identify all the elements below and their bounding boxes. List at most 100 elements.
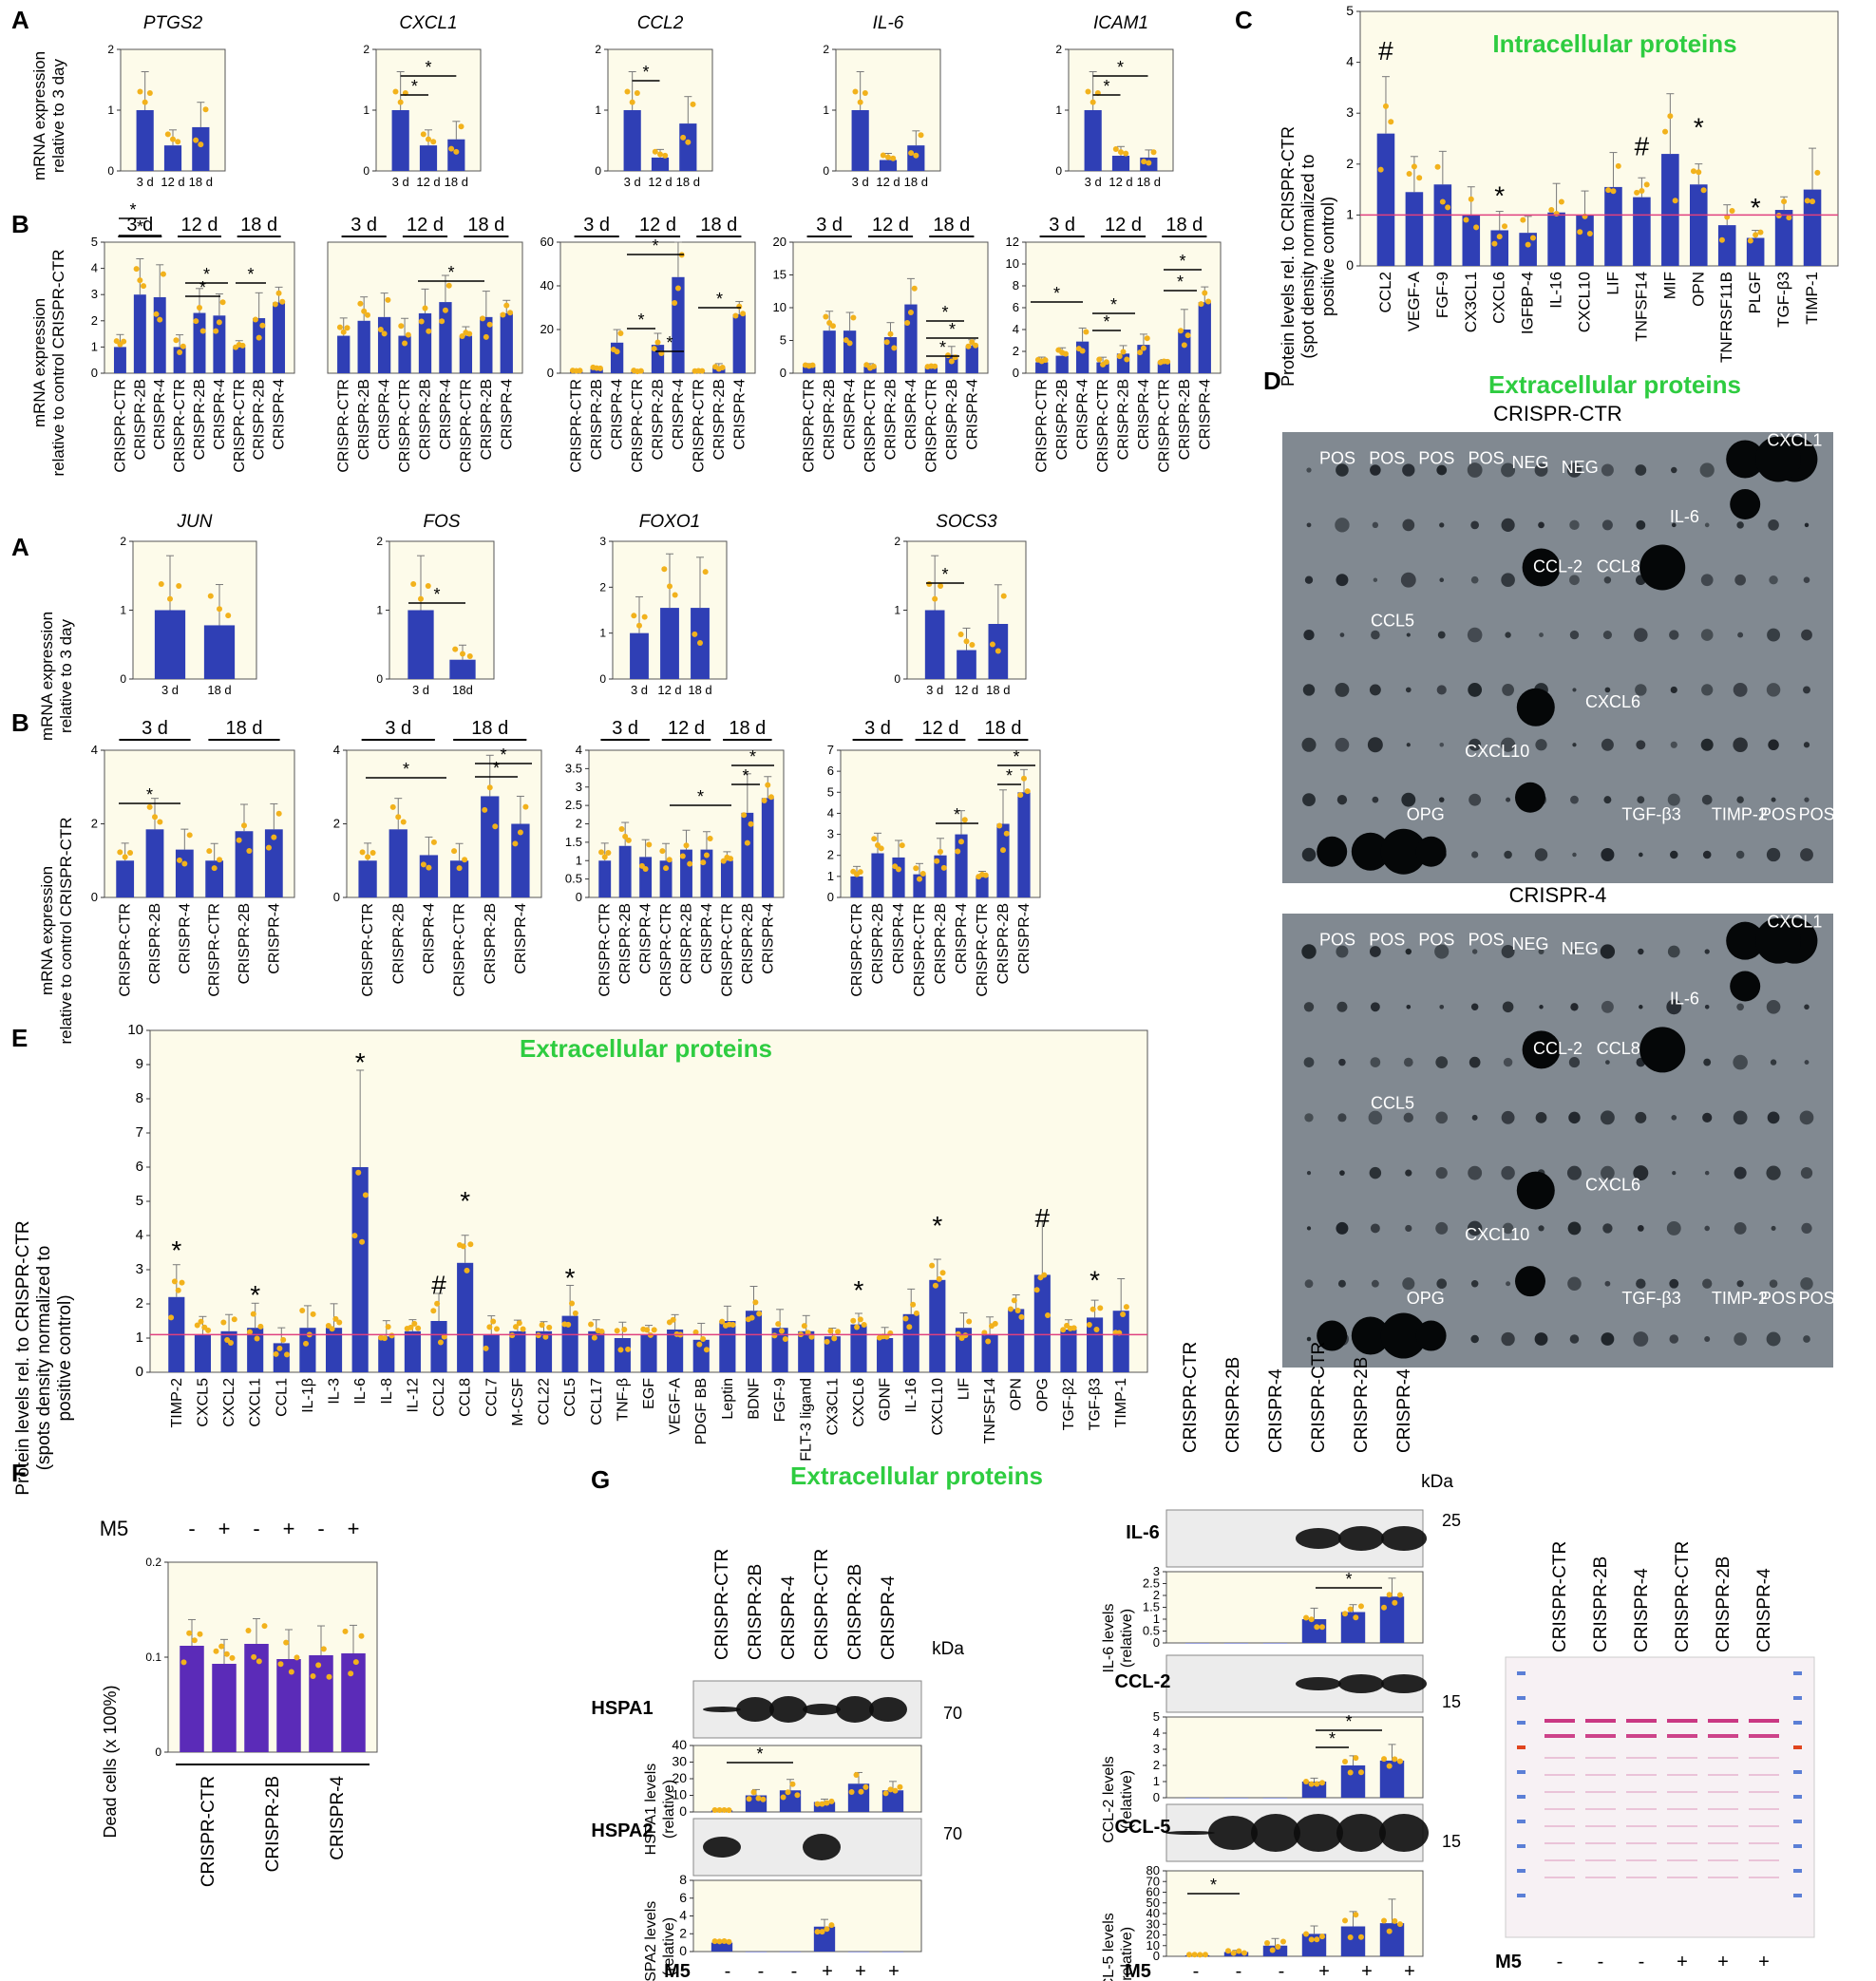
y-tick-label: 1: [136, 1330, 143, 1346]
array-title: CRISPR-4: [1509, 883, 1607, 907]
category-label: CRISPR-CTR: [1034, 379, 1051, 473]
bar: [965, 346, 978, 373]
category-label: 18 d: [189, 175, 213, 189]
data-point: [332, 1315, 339, 1322]
category-label: CRISPR-CTR: [172, 379, 188, 473]
plot-area: [346, 749, 542, 898]
spot: [1769, 1279, 1778, 1288]
spot: [1371, 1279, 1379, 1288]
data-point: [719, 365, 726, 371]
y-tick-label: 80: [1146, 1863, 1160, 1877]
spot: [1701, 794, 1713, 805]
spot: [1636, 1278, 1646, 1289]
data-point: [370, 850, 376, 857]
antibody-arrays: [1282, 432, 1833, 1368]
data-point: [1314, 1624, 1320, 1631]
data-point: [279, 298, 286, 305]
spot: [1471, 851, 1479, 858]
spot: [1339, 632, 1345, 637]
group-label: 3 d: [864, 718, 891, 739]
lane-label: CRISPR-4: [879, 1575, 899, 1660]
category-label: CRISPR-2B: [1177, 379, 1193, 460]
bar: [1405, 192, 1424, 266]
y-tick-label: 0.2: [145, 1556, 161, 1569]
ladder-band: [1517, 1894, 1525, 1897]
y-axis-label: (relative): [1119, 1770, 1135, 1829]
y-axis-label: mRNA expression: [38, 866, 56, 995]
blot-band: [1381, 1674, 1427, 1693]
significance-star: *: [447, 263, 454, 282]
mw-marker: 15: [1442, 1832, 1461, 1851]
data-point: [420, 861, 426, 868]
data-point: [1347, 1934, 1354, 1941]
y-tick-label: 4: [576, 743, 582, 757]
data-point: [152, 814, 158, 821]
category-label: IL-6: [352, 1378, 369, 1405]
data-point: [1558, 198, 1564, 205]
data-point: [1140, 345, 1146, 351]
data-point: [466, 653, 473, 660]
data-point: [1690, 168, 1696, 175]
category-label: CRISPR-CTR: [118, 903, 134, 997]
spot: [1700, 574, 1714, 587]
panel-letter: B: [11, 708, 29, 737]
data-point: [1093, 1326, 1100, 1332]
category-label: CRISPR-CTR: [719, 903, 735, 997]
bar: [813, 1802, 836, 1812]
data-point: [539, 1322, 545, 1329]
data-point: [659, 848, 666, 855]
lane-label: CRISPR-2B: [1714, 1556, 1734, 1652]
data-point: [829, 323, 836, 330]
spot: [1734, 1221, 1747, 1235]
y-tick-label: 3: [1153, 1742, 1160, 1756]
spot: [1566, 1165, 1582, 1180]
spot: [1667, 945, 1680, 958]
strong-spot: [1380, 1312, 1427, 1359]
bar: [357, 320, 370, 373]
category-label: PDGF BB: [693, 1378, 710, 1444]
significance-star: *: [247, 265, 254, 284]
ladder-band: [1793, 1894, 1802, 1897]
y-tick-label: 0.5: [565, 872, 582, 886]
significance-mark: #: [1635, 131, 1650, 160]
bar: [1774, 210, 1793, 266]
y-tick-label: 10: [672, 1787, 687, 1802]
blot-band: [1208, 1816, 1258, 1850]
y-tick-label: 30: [1146, 1916, 1160, 1931]
spot: [1337, 1113, 1347, 1123]
data-point: [819, 1801, 825, 1807]
category-label: CRISPR-CTR: [1156, 379, 1172, 473]
data-point: [364, 311, 370, 318]
data-point: [969, 339, 976, 346]
data-point: [862, 89, 868, 96]
faint-band: [1544, 1825, 1575, 1827]
spot: [1671, 522, 1677, 528]
data-point: [913, 152, 919, 159]
category-label: CRISPR-CTR: [336, 379, 352, 473]
category-label: CRISPR-2B: [132, 379, 148, 460]
bar: [113, 347, 126, 373]
strong-spot: [1317, 1320, 1348, 1351]
spot: [1368, 1110, 1383, 1125]
y-tick-label: 1.5: [565, 835, 582, 849]
y-tick-label: 0: [599, 672, 606, 686]
data-point: [711, 1938, 718, 1945]
significance-star: *: [1345, 1712, 1352, 1731]
significance-star: *: [756, 1745, 763, 1764]
strong-spot: [1380, 828, 1427, 875]
data-point: [168, 1314, 175, 1321]
data-point: [272, 301, 278, 308]
mw-marker: 25: [1442, 1511, 1461, 1530]
y-tick-label: 40: [540, 278, 554, 292]
mw-marker: 70: [943, 1824, 962, 1843]
data-point: [940, 864, 947, 871]
category-label: CX3CL1: [1462, 272, 1480, 332]
data-point: [605, 850, 612, 857]
group-label: 3 d: [1049, 215, 1075, 236]
m5-label: M5: [100, 1517, 129, 1540]
category-label: CRISPR-4: [421, 903, 437, 974]
spot: [1301, 944, 1317, 959]
significance-star: *: [1117, 58, 1124, 77]
data-point: [158, 580, 164, 587]
